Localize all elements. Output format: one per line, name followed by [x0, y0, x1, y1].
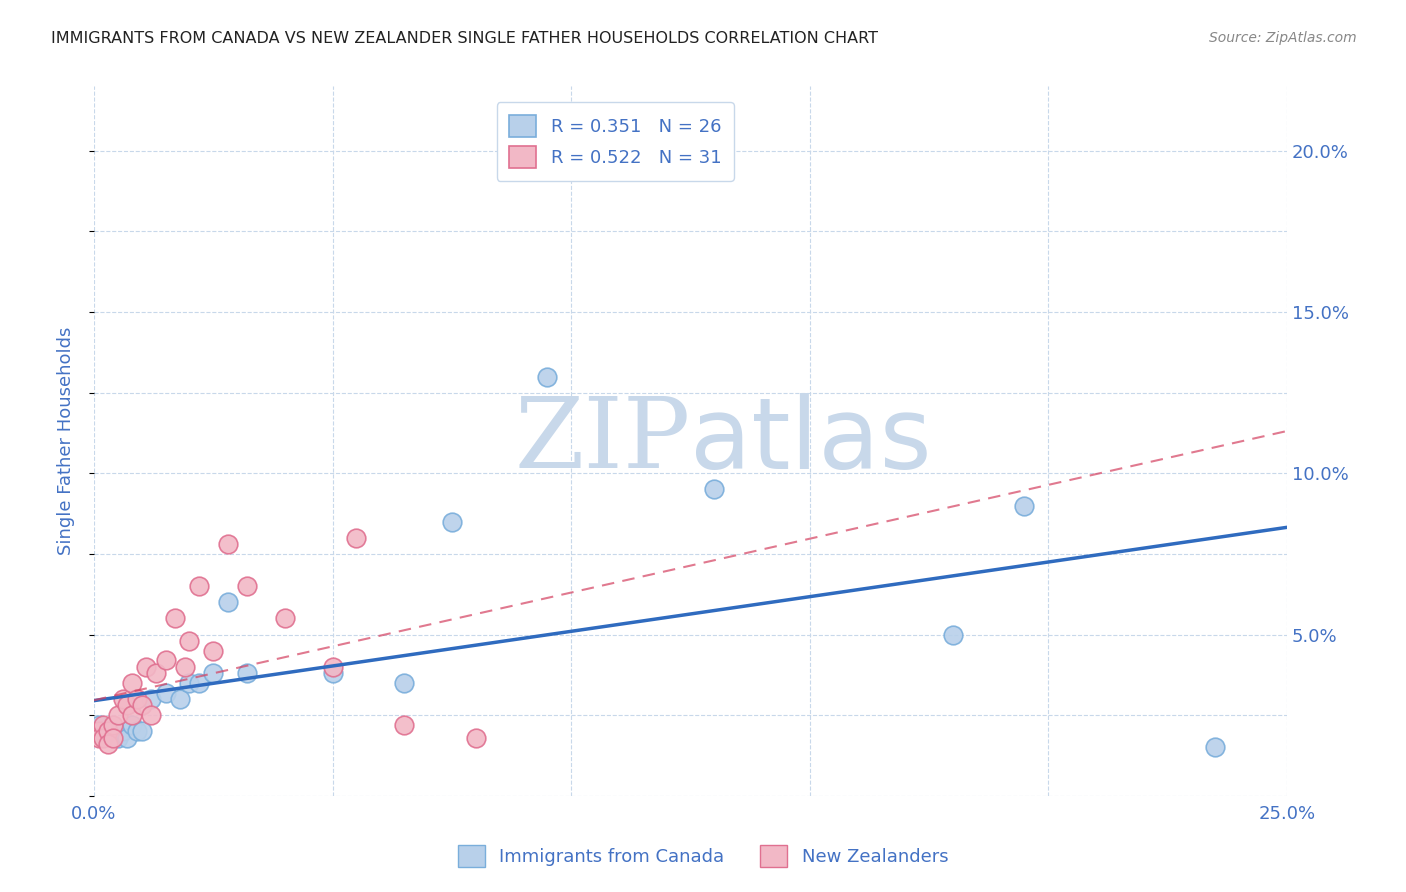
Point — [101, 731, 124, 745]
Point — [93, 731, 115, 745]
Point — [117, 731, 139, 745]
Point — [202, 643, 225, 657]
Point — [107, 731, 129, 745]
Point — [97, 724, 120, 739]
Point — [392, 718, 415, 732]
Point — [93, 724, 115, 739]
Point — [235, 666, 257, 681]
Point — [125, 692, 148, 706]
Text: atlas: atlas — [690, 392, 932, 490]
Point — [97, 724, 120, 739]
Text: Source: ZipAtlas.com: Source: ZipAtlas.com — [1209, 31, 1357, 45]
Point — [125, 724, 148, 739]
Point — [101, 718, 124, 732]
Point — [173, 660, 195, 674]
Point — [344, 531, 367, 545]
Point — [322, 660, 344, 674]
Point — [93, 718, 115, 732]
Point — [145, 666, 167, 681]
Legend: R = 0.351   N = 26, R = 0.522   N = 31: R = 0.351 N = 26, R = 0.522 N = 31 — [496, 103, 734, 181]
Point — [111, 724, 134, 739]
Point — [121, 708, 143, 723]
Point — [235, 579, 257, 593]
Point — [107, 708, 129, 723]
Point — [440, 515, 463, 529]
Point — [187, 676, 209, 690]
Point — [217, 537, 239, 551]
Point — [942, 627, 965, 641]
Point — [217, 595, 239, 609]
Point — [141, 708, 163, 723]
Point — [135, 660, 157, 674]
Point — [121, 718, 143, 732]
Point — [274, 611, 297, 625]
Point — [322, 666, 344, 681]
Point — [179, 676, 201, 690]
Point — [179, 634, 201, 648]
Legend: Immigrants from Canada, New Zealanders: Immigrants from Canada, New Zealanders — [450, 838, 956, 874]
Point — [117, 698, 139, 713]
Y-axis label: Single Father Households: Single Father Households — [58, 326, 75, 555]
Point — [1204, 740, 1226, 755]
Point — [202, 666, 225, 681]
Point — [536, 369, 558, 384]
Point — [141, 692, 163, 706]
Point — [464, 731, 486, 745]
Point — [131, 724, 153, 739]
Point — [131, 698, 153, 713]
Point — [87, 731, 110, 745]
Point — [87, 724, 110, 739]
Point — [703, 483, 725, 497]
Point — [187, 579, 209, 593]
Point — [1014, 499, 1036, 513]
Point — [155, 653, 177, 667]
Point — [121, 676, 143, 690]
Point — [87, 718, 110, 732]
Text: IMMIGRANTS FROM CANADA VS NEW ZEALANDER SINGLE FATHER HOUSEHOLDS CORRELATION CHA: IMMIGRANTS FROM CANADA VS NEW ZEALANDER … — [51, 31, 877, 46]
Point — [169, 692, 191, 706]
Text: ZIP: ZIP — [515, 393, 690, 489]
Point — [165, 611, 187, 625]
Point — [155, 685, 177, 699]
Point — [392, 676, 415, 690]
Point — [111, 692, 134, 706]
Point — [101, 724, 124, 739]
Point — [97, 737, 120, 751]
